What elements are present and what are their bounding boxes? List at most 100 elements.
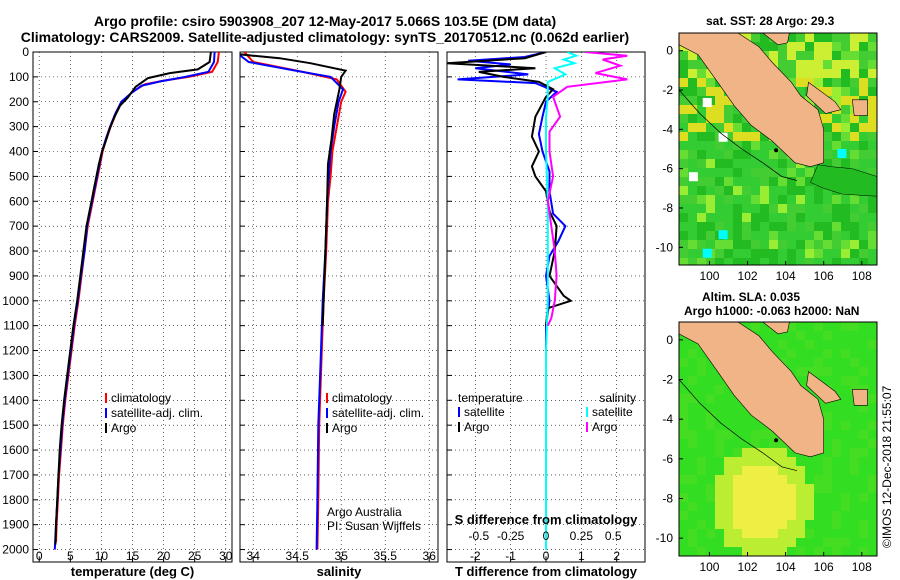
map-cell [787, 349, 796, 358]
y-tick-label: 1300 [2, 368, 29, 382]
map-frame [678, 321, 878, 557]
map-cell [751, 222, 760, 231]
map-cell [697, 132, 706, 141]
map-cell [796, 33, 805, 42]
map-cell [859, 33, 868, 42]
map-cell [760, 33, 769, 42]
map-cell [850, 150, 859, 159]
map-cell [697, 520, 706, 529]
land-belitung [851, 99, 868, 116]
land-java [810, 164, 877, 197]
salinity-panel: 34 34.5 35 35.5 36 salinity climatologysatelli… [239, 51, 439, 579]
map-cell [868, 33, 877, 42]
map-cell [679, 430, 688, 439]
x-axis-label: temperature (deg C) [71, 564, 195, 579]
map-cell [760, 493, 769, 502]
map-cell [697, 367, 706, 376]
map-cell [697, 466, 706, 475]
map-cell [814, 78, 823, 87]
map-cell [751, 484, 760, 493]
map-cell [733, 466, 742, 475]
map-cell [724, 502, 733, 511]
map-y-tick-label: -8 [662, 491, 673, 505]
map-x-tick-label: 106 [814, 269, 834, 283]
map-cell [787, 213, 796, 222]
map-cell [823, 412, 832, 421]
map-cell [742, 520, 751, 529]
legend-label: satellite [464, 405, 505, 419]
map-cell [751, 249, 760, 258]
map-cell [706, 105, 715, 114]
map-cell [805, 168, 814, 177]
map-cell [796, 51, 805, 60]
map-cell [733, 231, 742, 240]
map-cell [715, 249, 724, 258]
map-cell [859, 78, 868, 87]
y-tick-label: 700 [9, 219, 29, 233]
x-axis-label: T difference from climatology [455, 564, 638, 579]
sla-map-title1: Altim. SLA: 0.035 [702, 290, 801, 304]
y-tick-label: 800 [9, 244, 29, 258]
map-cell [796, 547, 805, 556]
argo-position-marker [774, 438, 779, 443]
x-tick-label: 34.5 [286, 549, 310, 563]
series-line-argo [54, 52, 212, 545]
map-cell [787, 484, 796, 493]
map-cell [733, 123, 742, 132]
map-cell [814, 105, 823, 114]
map-cell [742, 547, 751, 556]
legend-heading: salinity [599, 391, 636, 405]
map-cell [805, 69, 814, 78]
map-cell [688, 502, 697, 511]
map-cell [778, 538, 787, 547]
map-cell [697, 457, 706, 466]
map-cell [688, 78, 697, 87]
map-cell [859, 547, 868, 556]
map-cell [679, 51, 688, 60]
map-cell [715, 258, 724, 265]
map-cell [850, 132, 859, 141]
map-cell [805, 484, 814, 493]
map-cell [760, 448, 769, 457]
map-cell [697, 150, 706, 159]
map-cell [814, 222, 823, 231]
map-cell [751, 33, 760, 42]
map-cell [859, 529, 868, 538]
legend-heading: temperature [458, 391, 523, 405]
map-cell [796, 186, 805, 195]
map-cell [679, 240, 688, 249]
map-cell [796, 42, 805, 51]
map-cell [796, 213, 805, 222]
map-cell [787, 538, 796, 547]
map-cell [760, 430, 769, 439]
map-cell [724, 430, 733, 439]
map-cell [868, 123, 877, 132]
map-cell [850, 69, 859, 78]
map-cell [832, 33, 841, 42]
map-cell [724, 177, 733, 186]
map-cell [850, 222, 859, 231]
map-cell [724, 475, 733, 484]
map-cell [715, 430, 724, 439]
map-cell [715, 511, 724, 520]
legend-label: satellite-adj. clim. [111, 406, 203, 420]
map-cell [841, 240, 850, 249]
series-line-satellite-adj-clim- [240, 54, 345, 550]
map-cell [742, 457, 751, 466]
map-cell [760, 457, 769, 466]
map-cell [823, 51, 832, 60]
map-cell [742, 511, 751, 520]
map-cell [868, 231, 877, 240]
map-cell [697, 231, 706, 240]
map-cell [742, 493, 751, 502]
map-cell [850, 322, 859, 331]
map-cell [859, 150, 868, 159]
map-cell [733, 493, 742, 502]
map-cell [760, 249, 769, 258]
map-cell [859, 51, 868, 60]
map-y-tick-label: 0 [666, 333, 673, 347]
map-cell [859, 87, 868, 96]
map-cell [841, 60, 850, 69]
map-cell [679, 177, 688, 186]
map-cell [688, 240, 697, 249]
